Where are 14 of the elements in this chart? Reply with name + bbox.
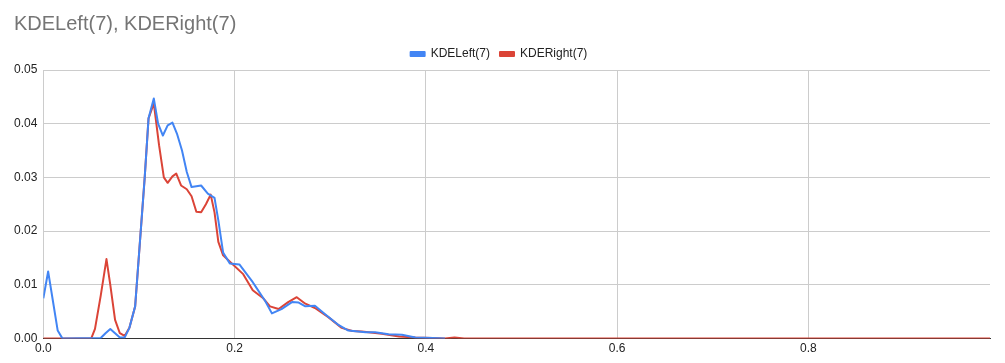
y-tick-label: 0.00 xyxy=(14,330,38,345)
x-tick-label: 0.2 xyxy=(226,341,244,356)
y-tick-label: 0.05 xyxy=(14,62,38,77)
legend-label: KDELeft(7) xyxy=(430,46,490,61)
y-tick-label: 0.03 xyxy=(14,169,38,184)
legend-label: KDERight(7) xyxy=(520,46,588,61)
y-tick-label: 0.04 xyxy=(14,116,38,131)
y-tick-label: 0.02 xyxy=(14,223,38,238)
chart-title: KDELeft(7), KDERight(7) xyxy=(14,12,237,35)
x-tick-label: 0.8 xyxy=(799,341,817,356)
x-tick-label: 0.4 xyxy=(417,341,435,356)
x-tick-label: 0.6 xyxy=(608,341,626,356)
y-tick-label: 0.01 xyxy=(14,277,38,292)
x-tick-label: 0.0 xyxy=(35,341,53,356)
